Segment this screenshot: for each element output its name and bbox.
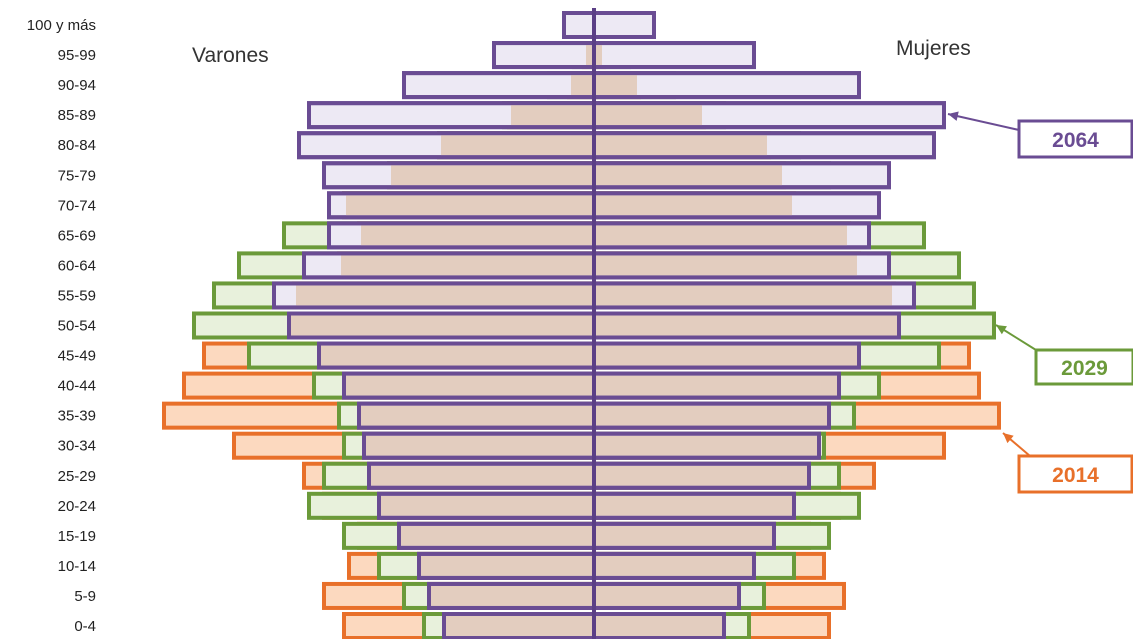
overlap-core-mujeres-13	[596, 225, 847, 246]
overlap-core-mujeres-19	[596, 45, 602, 66]
annotation-arrowhead-2064	[948, 111, 959, 121]
age-tick-label: 15-19	[58, 528, 96, 545]
age-tick-label: 80-84	[58, 137, 96, 154]
overlap-core-mujeres-18	[596, 75, 637, 96]
age-tick-label: 100 y más	[27, 17, 96, 34]
age-tick-label: 55-59	[58, 287, 96, 304]
overlap-core-varones-3	[401, 525, 592, 546]
overlap-core-mujeres-17	[596, 105, 702, 126]
annotation-box-2064	[1017, 119, 1133, 159]
overlap-core-varones-6	[366, 435, 592, 456]
annotation-label-2064: 2064	[1052, 129, 1099, 152]
overlap-core-mujeres-0	[596, 616, 722, 636]
overlap-core-mujeres-2	[596, 555, 752, 576]
overlap-core-varones-9	[321, 345, 592, 366]
overlap-core-varones-1	[431, 585, 592, 606]
overlap-core-varones-11	[296, 285, 592, 306]
bar-2064-varones-19	[492, 41, 596, 70]
overlap-core-mujeres-8	[596, 375, 837, 396]
age-labels: 0-4 5-9 10-14 15-19 20-24 25-29 30-34 35-39 40-4…	[27, 17, 96, 635]
overlap-core-mujeres-7	[596, 405, 827, 426]
overlap-core-mujeres-15	[596, 165, 782, 186]
varones-label: Varones	[192, 44, 269, 67]
age-tick-label: 50-54	[58, 318, 96, 335]
overlap-core-mujeres-11	[596, 285, 892, 306]
overlap-core-mujeres-1	[596, 585, 737, 606]
annotation-label-2029: 2029	[1061, 357, 1108, 380]
overlap-core-varones-0	[446, 616, 592, 636]
age-tick-label: 0-4	[74, 618, 96, 635]
age-tick-label: 35-39	[58, 408, 96, 425]
overlap-core-mujeres-10	[596, 315, 897, 336]
overlap-core-mujeres-4	[596, 495, 792, 516]
age-tick-label: 85-89	[58, 107, 96, 124]
overlap-core-varones-8	[346, 375, 592, 396]
overlap-core-varones-16	[441, 135, 592, 156]
age-tick-label: 40-44	[58, 378, 96, 395]
annotation-box-2014	[1017, 454, 1133, 494]
age-tick-label: 65-69	[58, 227, 96, 244]
annotation-label-2014: 2014	[1052, 464, 1099, 487]
annotation-arrowhead-2014	[1003, 433, 1014, 444]
mujeres-label: Mujeres	[896, 37, 971, 60]
overlap-core-varones-2	[421, 555, 592, 576]
overlap-core-mujeres-3	[596, 525, 772, 546]
bar-2064-mujeres-19	[592, 41, 756, 70]
annotation-box-2029	[1034, 348, 1133, 386]
age-tick-label: 20-24	[58, 498, 96, 515]
age-tick-label: 30-34	[58, 438, 96, 455]
overlap-core-varones-12	[341, 255, 592, 276]
annotation-arrow-2064	[947, 113, 1020, 131]
overlap-core-varones-15	[391, 165, 592, 186]
overlap-core-mujeres-5	[596, 465, 807, 486]
overlap-core-varones-5	[371, 465, 592, 486]
overlap-core-mujeres-16	[596, 135, 767, 156]
overlap-core-mujeres-9	[596, 345, 857, 366]
overlap-core-mujeres-6	[596, 435, 817, 456]
age-tick-label: 10-14	[58, 558, 96, 575]
overlap-core-varones-10	[291, 315, 592, 336]
age-tick-label: 60-64	[58, 257, 96, 274]
age-tick-label: 75-79	[58, 167, 96, 184]
overlap-core-varones-4	[381, 495, 592, 516]
overlap-core-varones-17	[511, 105, 592, 126]
overlap-core-varones-18	[571, 75, 592, 96]
age-tick-label: 45-49	[58, 348, 96, 365]
bars-layer	[162, 11, 1001, 639]
age-tick-label: 95-99	[58, 47, 96, 64]
age-tick-label: 70-74	[58, 197, 96, 214]
age-tick-label: 90-94	[58, 77, 96, 94]
bar-2064-varones-18	[402, 71, 596, 100]
age-tick-label: 25-29	[58, 468, 96, 485]
annotations-layer: 2064 2029 2014	[947, 111, 1133, 494]
overlap-core-varones-19	[586, 45, 592, 66]
annotation-arrowhead-2029	[996, 325, 1007, 335]
overlap-core-mujeres-14	[596, 195, 792, 216]
overlap-core-varones-14	[346, 195, 592, 216]
overlap-core-varones-7	[361, 405, 592, 426]
bar-2064-varones-20	[562, 11, 596, 39]
overlap-core-varones-13	[361, 225, 592, 246]
overlap-core-mujeres-12	[596, 255, 857, 276]
bar-2064-mujeres-20	[592, 11, 656, 39]
age-tick-label: 5-9	[74, 588, 96, 605]
